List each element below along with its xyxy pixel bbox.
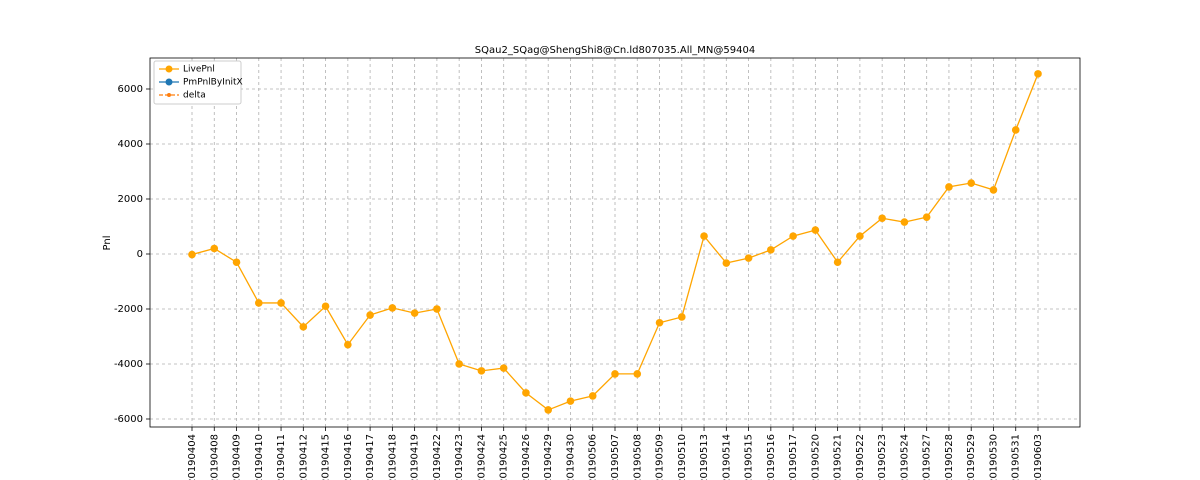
data-point — [210, 244, 219, 253]
data-point — [856, 232, 864, 240]
x-tick-label: 20190423 — [454, 434, 465, 480]
data-point — [321, 302, 330, 311]
data-point — [811, 226, 820, 234]
data-point — [900, 218, 909, 226]
data-point — [833, 258, 842, 267]
x-tick-label: 20190430 — [565, 434, 576, 480]
legend-marker — [167, 93, 171, 97]
data-point — [388, 304, 397, 312]
legend-marker — [165, 78, 173, 86]
data-point — [499, 364, 508, 372]
x-tick-label: 20190508 — [632, 434, 643, 480]
x-tick-label: 20190517 — [788, 434, 799, 480]
data-point — [188, 250, 196, 259]
x-tick-label: 20190418 — [387, 434, 398, 480]
y-tick-label: 2000 — [118, 194, 143, 205]
x-tick-label: 20190524 — [899, 434, 910, 480]
legend-label: delta — [183, 91, 206, 101]
x-tick-label: 20190419 — [410, 434, 421, 480]
x-tick-label: 20190514 — [721, 434, 732, 480]
x-tick-label: 20190506 — [588, 434, 599, 480]
data-point — [677, 313, 686, 321]
data-point — [366, 311, 374, 319]
y-tick-label: -2000 — [114, 304, 143, 315]
x-tick-label: 20190416 — [343, 434, 354, 480]
x-tick-label: 20190516 — [766, 434, 777, 480]
legend-box — [153, 60, 242, 105]
y-tick-label: 4000 — [118, 139, 143, 150]
data-point — [767, 246, 775, 254]
data-point — [611, 370, 619, 378]
data-point — [433, 305, 441, 313]
data-point — [722, 259, 731, 267]
data-point — [878, 214, 886, 223]
x-tick-label: 20190422 — [432, 434, 443, 480]
data-point — [922, 213, 931, 221]
data-point — [254, 299, 263, 307]
data-point — [566, 397, 575, 405]
x-tick-label: 20190412 — [298, 434, 309, 480]
y-tick-label: 0 — [137, 249, 143, 260]
x-tick-label: 20190415 — [321, 434, 332, 480]
x-tick-label: 20190507 — [610, 434, 621, 480]
x-tick-label: 20190513 — [699, 434, 710, 480]
x-tick-label: 20190603 — [1033, 434, 1044, 480]
x-tick-label: 20190417 — [365, 434, 376, 480]
data-point — [588, 392, 597, 400]
data-point — [522, 389, 530, 397]
y-tick-label: 6000 — [118, 84, 143, 95]
data-point — [1034, 70, 1042, 78]
x-tick-label: 20190529 — [966, 434, 977, 480]
x-tick-label: 20190424 — [476, 434, 487, 480]
x-tick-label: 20190426 — [521, 434, 532, 480]
data-point — [633, 370, 642, 378]
x-tick-label: 20190522 — [855, 434, 866, 480]
data-point — [655, 318, 664, 327]
x-tick-label: 20190515 — [744, 434, 755, 480]
data-point — [989, 186, 998, 194]
data-point — [744, 254, 753, 262]
chart-title: SQau2_SQag@ShengShi8@Cn.ld807035.All_MN@… — [475, 45, 755, 56]
x-tick-label: 20190509 — [655, 434, 666, 480]
data-point — [410, 309, 419, 317]
x-tick-label: 20190521 — [833, 434, 844, 480]
x-tick-label: 20190410 — [254, 434, 265, 480]
x-tick-label: 20190520 — [810, 434, 821, 480]
legend-marker — [165, 65, 173, 73]
data-point — [1011, 126, 1020, 134]
data-point — [299, 323, 308, 331]
x-tick-label: 20190404 — [187, 434, 198, 480]
plot-frame — [149, 57, 1081, 428]
y-axis-label: Pnl — [102, 236, 113, 251]
data-point — [967, 179, 976, 187]
data-point — [700, 232, 708, 240]
x-tick-label: 20190425 — [499, 434, 510, 480]
x-tick-label: 20190408 — [209, 434, 220, 480]
data-point — [232, 258, 241, 267]
data-point — [344, 340, 352, 349]
x-tick-label: 20190411 — [276, 434, 287, 480]
legend-label: LivePnl — [183, 65, 215, 75]
x-tick-label: 20190523 — [877, 434, 888, 480]
x-tick-label: 20190429 — [543, 434, 554, 480]
legend: LivePnl PmPnlByInitX delta — [153, 60, 243, 105]
x-tick-label: 20190527 — [922, 434, 933, 480]
data-point — [277, 299, 285, 307]
y-tick-label: -4000 — [114, 359, 143, 370]
x-tick-label: 20190510 — [677, 434, 688, 480]
data-point — [945, 183, 953, 191]
data-point — [455, 360, 463, 368]
x-tick-label: 20190531 — [1011, 434, 1022, 480]
y-tick-label: -6000 — [114, 414, 143, 425]
data-point — [789, 232, 797, 240]
x-tick-label: 20190409 — [232, 434, 243, 480]
data-point — [477, 367, 486, 375]
x-tick-label: 20190528 — [944, 434, 955, 480]
legend-label: PmPnlByInitX — [183, 78, 243, 88]
data-point — [544, 406, 553, 414]
x-tick-label: 20190530 — [988, 434, 999, 480]
